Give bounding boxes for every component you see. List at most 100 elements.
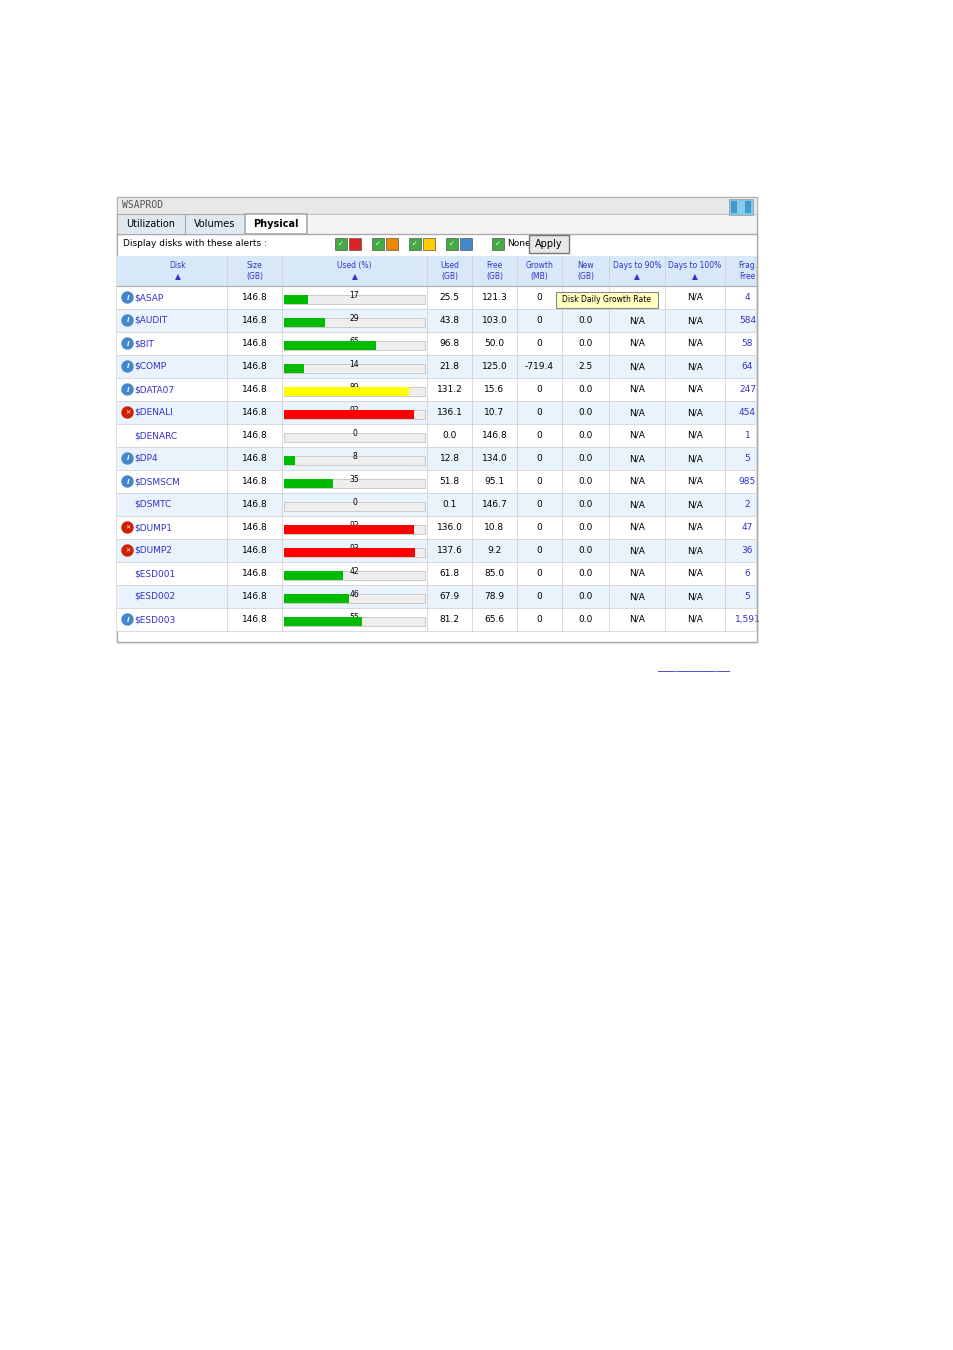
Text: Utilization: Utilization	[127, 219, 175, 230]
Text: 95.1: 95.1	[484, 477, 504, 486]
Bar	[737, 201, 744, 213]
Text: 0.0: 0.0	[578, 293, 592, 302]
Bar	[117, 516, 757, 539]
Text: 46: 46	[349, 590, 359, 599]
Text: N/A: N/A	[628, 616, 644, 624]
Text: 146.8: 146.8	[241, 616, 267, 624]
Text: 9.2: 9.2	[487, 545, 501, 555]
Text: 92: 92	[350, 406, 359, 414]
Text: ✓: ✓	[337, 242, 344, 247]
Text: 985: 985	[739, 477, 756, 486]
Bar	[284, 525, 414, 535]
Text: N/A: N/A	[686, 545, 702, 555]
Bar	[284, 409, 414, 420]
Text: Disk
▲: Disk ▲	[170, 262, 186, 281]
Bar	[117, 562, 757, 585]
Text: 0: 0	[536, 616, 542, 624]
Bar	[284, 479, 424, 489]
Text: 0.0: 0.0	[578, 339, 592, 348]
Text: 51.8: 51.8	[439, 477, 459, 486]
Text: 0: 0	[536, 385, 542, 394]
Bar	[459, 238, 472, 250]
Text: 584: 584	[739, 316, 756, 325]
Bar	[117, 197, 757, 643]
Bar	[117, 585, 757, 608]
Text: 146.8: 146.8	[241, 593, 267, 601]
Text: N/A: N/A	[686, 500, 702, 509]
Text: Frag.
Free: Frag. Free	[738, 262, 757, 281]
Text: 0: 0	[536, 293, 542, 302]
Text: Used
(GB): Used (GB)	[439, 262, 458, 281]
Text: 136.1: 136.1	[436, 408, 462, 417]
Text: 0.0: 0.0	[578, 545, 592, 555]
Text: Apply: Apply	[535, 239, 562, 248]
Text: 0.0: 0.0	[578, 454, 592, 463]
Bar	[284, 525, 424, 535]
Bar	[284, 386, 424, 397]
Text: Volumes: Volumes	[194, 219, 235, 230]
Bar	[185, 215, 245, 234]
Text: 0.0: 0.0	[578, 616, 592, 624]
Bar	[117, 215, 185, 234]
Text: 0: 0	[352, 498, 356, 508]
Text: N/A: N/A	[686, 408, 702, 417]
Bar	[284, 456, 295, 466]
Bar	[117, 197, 757, 215]
Text: i: i	[126, 617, 129, 622]
Text: Days to 90%
▲: Days to 90% ▲	[612, 262, 660, 281]
Circle shape	[122, 477, 132, 487]
Bar	[422, 238, 435, 250]
Text: N/A: N/A	[628, 431, 644, 440]
Text: Size
(GB): Size (GB)	[246, 262, 263, 281]
Text: 21.8: 21.8	[439, 362, 459, 371]
Text: 93: 93	[349, 544, 359, 554]
Bar	[117, 256, 757, 286]
Text: 61.8: 61.8	[439, 568, 459, 578]
Text: 146.8: 146.8	[241, 477, 267, 486]
Bar	[284, 294, 424, 304]
Text: 146.8: 146.8	[241, 362, 267, 371]
Text: $DSMSCM: $DSMSCM	[133, 477, 180, 486]
Text: 0.0: 0.0	[578, 500, 592, 509]
Text: 0.0: 0.0	[578, 316, 592, 325]
Text: 36: 36	[741, 545, 753, 555]
Text: i: i	[126, 294, 129, 301]
Text: Display disks with these alerts :: Display disks with these alerts :	[123, 239, 267, 248]
Bar	[284, 294, 308, 304]
Text: 0.1: 0.1	[442, 500, 456, 509]
Text: N/A: N/A	[686, 339, 702, 348]
Text: N/A: N/A	[628, 454, 644, 463]
Circle shape	[122, 360, 132, 373]
Text: 146.8: 146.8	[241, 545, 267, 555]
Text: 64: 64	[741, 362, 753, 371]
Text: i: i	[126, 455, 129, 462]
Text: 146.8: 146.8	[481, 431, 507, 440]
Text: 0: 0	[536, 477, 542, 486]
Text: $DSMTC: $DSMTC	[133, 500, 172, 509]
Text: 146.8: 146.8	[241, 500, 267, 509]
Text: 146.8: 146.8	[241, 454, 267, 463]
Circle shape	[122, 338, 132, 350]
Text: 134.0: 134.0	[481, 454, 507, 463]
Text: N/A: N/A	[686, 293, 702, 302]
Circle shape	[122, 522, 132, 533]
Bar	[245, 215, 307, 234]
Text: ✕: ✕	[125, 525, 130, 531]
Text: 12.8: 12.8	[439, 454, 459, 463]
Text: 0.0: 0.0	[442, 431, 456, 440]
Text: ✕: ✕	[125, 410, 130, 414]
Text: 1: 1	[744, 431, 750, 440]
Text: $COMP: $COMP	[133, 362, 166, 371]
FancyBboxPatch shape	[556, 292, 658, 308]
Text: 136.0: 136.0	[436, 522, 462, 532]
Text: $ESD001: $ESD001	[133, 568, 175, 578]
Text: ✓: ✓	[495, 242, 500, 247]
Text: New
(GB): New (GB)	[577, 262, 594, 281]
Bar	[284, 548, 415, 558]
Text: 454: 454	[739, 408, 755, 417]
Text: 0: 0	[536, 316, 542, 325]
Text: 0.0: 0.0	[578, 408, 592, 417]
Bar	[117, 286, 757, 309]
Bar	[284, 340, 375, 351]
Text: 137.6: 137.6	[436, 545, 462, 555]
